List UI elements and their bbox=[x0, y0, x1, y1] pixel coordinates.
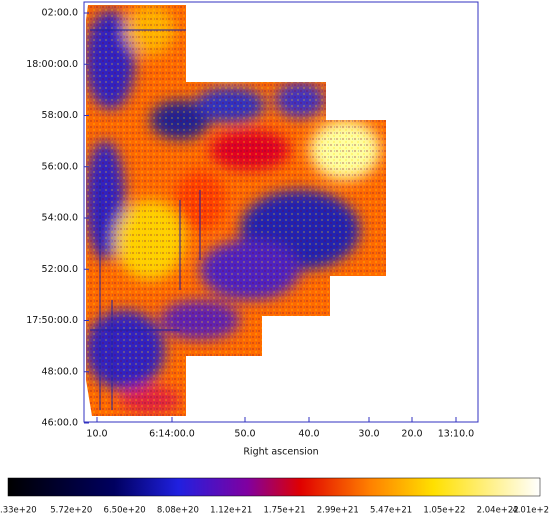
colorbar-label: 2.04e+22 bbox=[477, 506, 519, 516]
y-tick-label: 52:00.0 bbox=[42, 264, 78, 275]
colorbar-label: .33e+20 bbox=[0, 506, 37, 516]
x-tick-label: 40.0 bbox=[298, 429, 319, 440]
colorbar-label: 6.50e+20 bbox=[104, 506, 146, 516]
y-tick-label: 56:00.0 bbox=[42, 161, 78, 172]
y-tick-label: 18:00:00.0 bbox=[26, 59, 78, 70]
colorbar-label: 5.47e+21 bbox=[370, 506, 412, 516]
image-frame bbox=[83, 1, 479, 423]
x-tick-label: 50.0 bbox=[234, 429, 255, 440]
x-axis-label: Right ascension bbox=[243, 447, 318, 458]
x-tick-label: 6:14:00.0 bbox=[149, 429, 195, 440]
y-tick-label: 54:00.0 bbox=[42, 213, 78, 224]
colorbar-label: 1.12e+21 bbox=[210, 506, 252, 516]
column-density-map bbox=[86, 5, 386, 416]
y-tick-label: 58:00.0 bbox=[42, 110, 78, 121]
colorbar bbox=[7, 477, 541, 497]
x-tick-label: 10.0 bbox=[86, 429, 107, 440]
colorbar-label: 1.75e+21 bbox=[263, 506, 305, 516]
y-tick-label: 46:00.0 bbox=[42, 418, 78, 429]
x-tick-label: 30.0 bbox=[358, 429, 379, 440]
colorbar-label: 5.72e+20 bbox=[50, 506, 92, 516]
x-tick-label: 20.0 bbox=[401, 429, 422, 440]
colorbar-label: 2.99e+21 bbox=[317, 506, 359, 516]
y-tick-label: 17:50:00.0 bbox=[26, 315, 78, 326]
x-tick-label: 13:10.0 bbox=[438, 429, 474, 440]
y-tick-label: 48:00.0 bbox=[42, 366, 78, 377]
colorbar-label: 4.01e+2 bbox=[512, 506, 549, 516]
y-tick-label: 02:00.0 bbox=[42, 8, 78, 19]
colorbar-label: 8.08e+20 bbox=[157, 506, 199, 516]
colorbar-label: 1.05e+22 bbox=[423, 506, 465, 516]
